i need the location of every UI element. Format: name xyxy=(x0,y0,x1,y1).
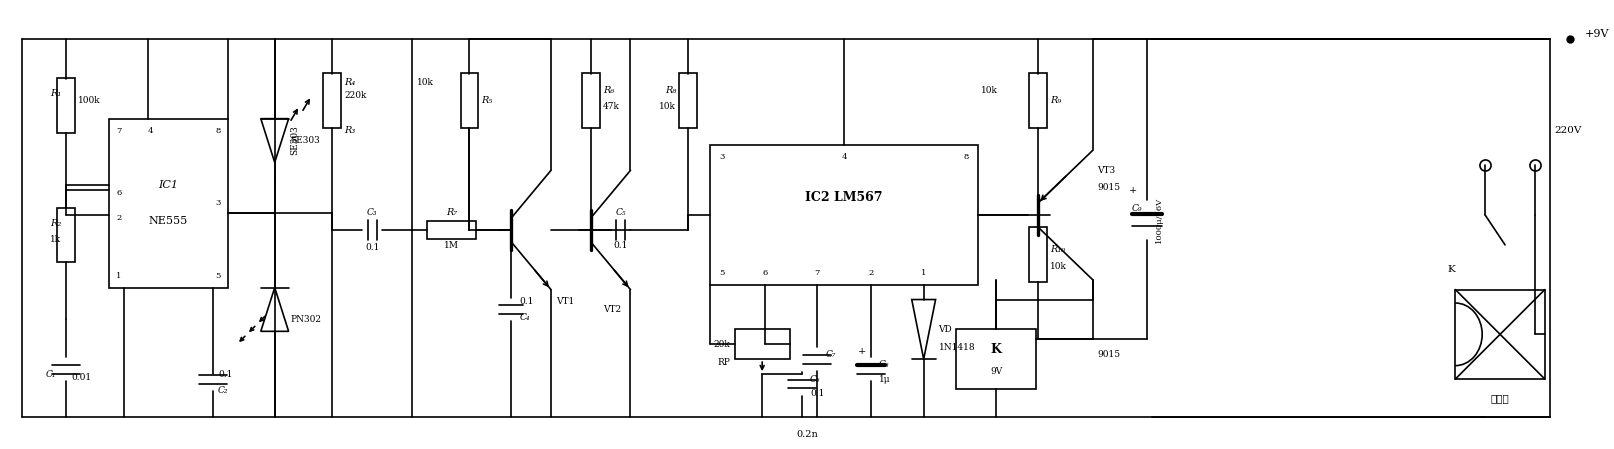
Text: C₃: C₃ xyxy=(366,207,378,216)
Text: VD: VD xyxy=(938,325,952,334)
Text: 5: 5 xyxy=(718,269,725,277)
Bar xyxy=(581,74,599,128)
Text: R₂: R₂ xyxy=(50,219,61,228)
Text: 9015: 9015 xyxy=(1098,350,1120,359)
Text: C₂: C₂ xyxy=(218,387,229,396)
Text: +9V: +9V xyxy=(1583,29,1608,39)
Text: 100k: 100k xyxy=(77,96,100,105)
Text: 5: 5 xyxy=(215,272,221,280)
Text: 0.2n: 0.2n xyxy=(796,430,817,439)
Text: 20k: 20k xyxy=(713,340,730,349)
Bar xyxy=(460,74,478,128)
Text: +: + xyxy=(857,347,865,356)
Text: 220V: 220V xyxy=(1554,126,1582,135)
Text: 7: 7 xyxy=(116,127,121,135)
Text: K: K xyxy=(1446,265,1454,274)
Bar xyxy=(1028,228,1046,282)
Text: R₇: R₇ xyxy=(445,207,457,216)
Text: 8: 8 xyxy=(964,154,968,162)
Bar xyxy=(108,119,228,288)
Text: VT3: VT3 xyxy=(1098,166,1115,175)
Text: RP: RP xyxy=(717,358,730,367)
Text: C₅: C₅ xyxy=(615,207,625,216)
Text: 1N1418: 1N1418 xyxy=(938,343,975,352)
Text: 1M: 1M xyxy=(444,242,458,251)
Text: C₇: C₇ xyxy=(825,350,836,359)
Text: 4: 4 xyxy=(147,127,153,135)
Text: 0.1: 0.1 xyxy=(809,389,823,398)
Text: R₁₀: R₁₀ xyxy=(1049,245,1064,254)
Text: 10k: 10k xyxy=(1049,262,1067,271)
Text: R₈: R₈ xyxy=(665,86,676,95)
Text: 6: 6 xyxy=(762,269,767,277)
Text: C₆: C₆ xyxy=(809,374,820,383)
Text: 1: 1 xyxy=(920,269,926,277)
Text: 9015: 9015 xyxy=(1098,183,1120,192)
Text: 3: 3 xyxy=(215,199,221,207)
Text: PN302: PN302 xyxy=(291,315,321,324)
Bar xyxy=(56,79,74,133)
Text: VT2: VT2 xyxy=(602,305,620,314)
Text: 电磁阀: 电磁阀 xyxy=(1490,394,1509,403)
Text: VT1: VT1 xyxy=(555,297,575,306)
Text: +: + xyxy=(1128,186,1136,195)
Text: 2: 2 xyxy=(868,269,873,277)
Bar xyxy=(955,330,1035,389)
Bar xyxy=(56,207,74,262)
Text: IC1: IC1 xyxy=(158,180,178,190)
Text: R₁: R₁ xyxy=(50,89,61,98)
Text: 1μ: 1μ xyxy=(878,374,889,383)
Text: K: K xyxy=(989,343,1001,356)
Text: R₆: R₆ xyxy=(602,86,613,95)
Text: 3: 3 xyxy=(718,154,725,162)
Text: R₅: R₅ xyxy=(481,96,492,105)
Text: 4: 4 xyxy=(841,154,846,162)
Text: 10k: 10k xyxy=(981,86,997,95)
Bar xyxy=(323,74,341,128)
Bar xyxy=(426,221,476,239)
Text: 0.1: 0.1 xyxy=(218,370,232,379)
Text: C₉: C₉ xyxy=(1131,203,1141,213)
Text: C₈: C₈ xyxy=(878,360,889,369)
Text: 0.1: 0.1 xyxy=(518,297,533,306)
Text: 47k: 47k xyxy=(602,102,620,111)
Text: SE303: SE303 xyxy=(291,126,300,155)
Bar xyxy=(1454,290,1545,379)
Text: 1: 1 xyxy=(116,272,121,280)
Text: 8: 8 xyxy=(215,127,221,135)
Text: 1000μ/16V: 1000μ/16V xyxy=(1154,197,1162,243)
Text: IC2 LM567: IC2 LM567 xyxy=(805,191,883,204)
Text: 0.1: 0.1 xyxy=(613,242,628,251)
Text: R₃: R₃ xyxy=(344,126,355,135)
Text: 1k: 1k xyxy=(50,235,61,244)
Text: 6: 6 xyxy=(116,189,121,197)
Text: 9V: 9V xyxy=(989,366,1002,375)
Text: 7: 7 xyxy=(813,269,820,277)
Text: 0.01: 0.01 xyxy=(71,373,90,382)
Text: R₄: R₄ xyxy=(344,79,355,88)
Bar xyxy=(679,74,697,128)
Text: 0.1: 0.1 xyxy=(365,243,379,252)
Text: C₄: C₄ xyxy=(518,313,529,322)
Bar xyxy=(734,330,789,359)
Text: SE303: SE303 xyxy=(291,136,320,145)
Text: R₉: R₉ xyxy=(1049,96,1060,105)
Text: 10k: 10k xyxy=(659,102,676,111)
Text: 2: 2 xyxy=(116,214,121,222)
Bar xyxy=(710,145,978,285)
Bar xyxy=(1028,74,1046,128)
Text: 10k: 10k xyxy=(416,79,434,88)
Text: C₁: C₁ xyxy=(45,370,56,379)
Text: NE555: NE555 xyxy=(148,216,187,226)
Text: 220k: 220k xyxy=(344,91,366,100)
